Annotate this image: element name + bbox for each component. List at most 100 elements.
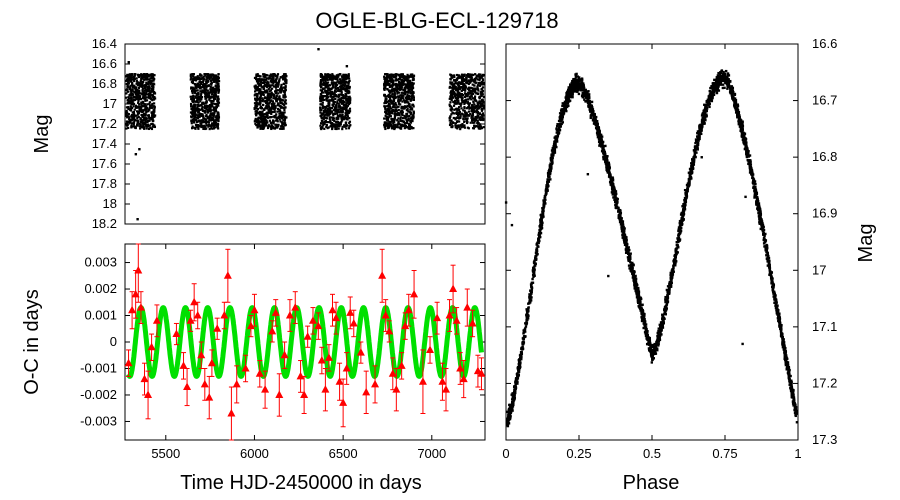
- light-curve-point: [473, 87, 476, 90]
- light-curve-point: [409, 113, 412, 116]
- light-curve-point: [212, 117, 215, 120]
- light-curve-point: [152, 119, 155, 122]
- light-curve-point: [451, 112, 454, 115]
- light-curve-point: [197, 82, 200, 85]
- light-curve-point: [265, 89, 268, 92]
- light-curve-point: [464, 78, 467, 82]
- light-curve-point: [285, 116, 288, 119]
- light-curve-point: [275, 100, 278, 103]
- light-curve-point: [213, 108, 216, 112]
- light-curve-point: [200, 114, 204, 117]
- light-curve-point: [454, 101, 457, 105]
- light-curve-point: [203, 88, 206, 91]
- light-curve-point: [200, 95, 204, 99]
- light-curve-point: [258, 89, 262, 92]
- light-curve-point: [202, 101, 205, 104]
- light-curve-point: [458, 74, 461, 77]
- light-curve-point: [394, 79, 398, 82]
- light-curve-point: [347, 87, 350, 90]
- light-curve-point: [341, 117, 344, 121]
- light-curve-point: [319, 84, 322, 87]
- light-curve-point: [270, 126, 273, 129]
- light-curve-point: [340, 86, 343, 89]
- light-curve-point: [472, 110, 476, 113]
- light-curve-point: [462, 117, 465, 120]
- light-curve-point: [336, 86, 340, 90]
- light-curve-point: [204, 92, 207, 96]
- light-curve-point: [147, 82, 150, 86]
- light-curve-point: [129, 77, 132, 81]
- light-curve-point: [189, 78, 192, 81]
- light-curve-point: [191, 87, 195, 91]
- light-curve-point: [275, 96, 278, 99]
- light-curve-point: [338, 89, 341, 93]
- light-curve-point: [468, 91, 471, 94]
- light-curve-point: [257, 78, 260, 81]
- light-curve-point: [450, 75, 453, 78]
- o-c-triangle-point: [205, 393, 214, 401]
- light-curve-point: [326, 99, 329, 102]
- light-curve-point: [386, 73, 389, 76]
- light-curve-point: [386, 108, 390, 111]
- light-curve-point: [149, 74, 152, 77]
- light-curve-point: [384, 100, 387, 103]
- light-curve-point: [143, 114, 147, 117]
- light-curve-point: [473, 124, 476, 127]
- light-curve-point: [344, 105, 347, 108]
- light-curve-point: [140, 103, 143, 106]
- light-curve-point: [390, 107, 393, 110]
- light-curve-point: [217, 116, 221, 119]
- light-curve-point: [153, 124, 156, 127]
- light-curve-point: [399, 116, 402, 119]
- light-curve-point: [139, 127, 142, 130]
- light-curve-point: [151, 99, 154, 102]
- light-curve-point: [135, 98, 138, 101]
- light-curve-point: [276, 85, 280, 88]
- light-curve-point: [265, 73, 268, 77]
- light-curve-point: [275, 90, 278, 93]
- light-curve-point: [256, 85, 259, 88]
- light-curve-point: [271, 74, 274, 77]
- light-curve-point: [344, 77, 347, 81]
- light-curve-point: [320, 91, 324, 94]
- o-c-triangle-point: [445, 311, 454, 319]
- light-curve-point: [126, 120, 129, 123]
- light-curve-point: [324, 80, 327, 83]
- light-curve-point: [457, 99, 460, 102]
- light-curve-point: [395, 125, 398, 129]
- light-curve-point: [454, 126, 457, 129]
- light-curve-point: [217, 88, 221, 92]
- light-curve-point: [476, 114, 480, 117]
- light-curve-point: [474, 73, 477, 76]
- light-curve-point: [465, 94, 468, 98]
- light-curve-point: [405, 118, 408, 121]
- light-curve-point: [329, 90, 333, 93]
- light-curve-point: [397, 126, 400, 129]
- light-curve-point: [401, 79, 405, 83]
- light-curve-point: [408, 97, 411, 100]
- light-curve-point: [457, 82, 460, 85]
- light-curve-point: [478, 105, 481, 109]
- light-curve-y-tick-label: 17.8: [92, 176, 117, 191]
- light-curve-point: [345, 127, 348, 130]
- light-curve-point: [406, 115, 409, 118]
- light-curve-point: [148, 87, 151, 90]
- light-curve-point: [206, 96, 210, 99]
- o-c-x-tick-label: 6500: [329, 446, 358, 461]
- light-curve-point: [460, 93, 463, 96]
- light-curve-point: [320, 97, 323, 100]
- light-curve-point: [267, 93, 271, 96]
- o-c-triangle-point: [246, 321, 255, 330]
- light-curve-point: [397, 91, 401, 94]
- light-curve-point: [319, 95, 322, 98]
- light-curve-point: [132, 112, 135, 115]
- light-curve-point: [410, 98, 413, 102]
- light-curve-point: [261, 118, 264, 121]
- light-curve-point: [264, 106, 268, 109]
- light-curve-y-tick-label: 18: [103, 196, 117, 211]
- light-curve-point: [463, 88, 466, 91]
- light-curve-point: [319, 74, 322, 77]
- light-curve-point: [388, 120, 391, 123]
- light-curve-point: [388, 73, 391, 76]
